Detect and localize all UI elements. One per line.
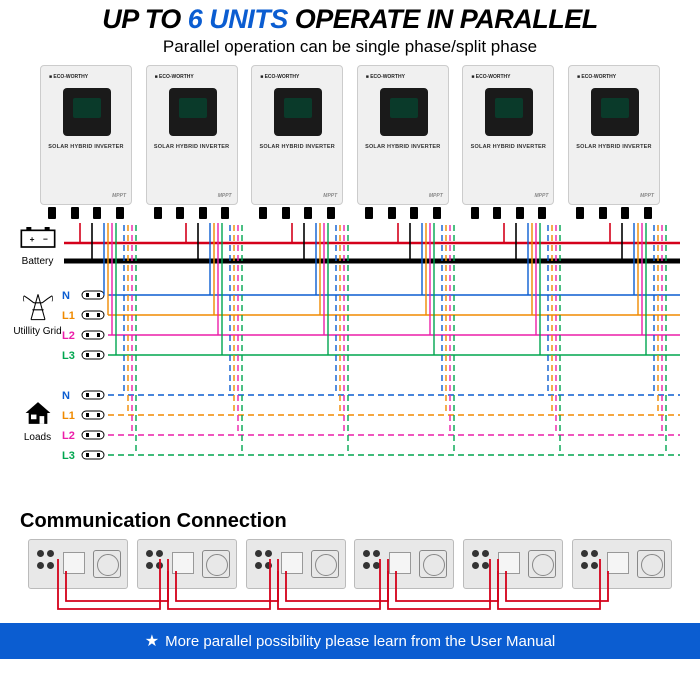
inverter-unit: ■ ECO-WORTHY SOLAR HYBRID INVERTER MPPT [462,65,554,205]
title-post: OPERATE IN PARALLEL [288,4,598,34]
inverter-unit: ■ ECO-WORTHY SOLAR HYBRID INVERTER MPPT [146,65,238,205]
svg-text:L2: L2 [62,330,75,342]
wiring-diagram: +−BatteryUtillity GridLoads NL1L2L3NL1L2… [0,223,700,508]
svg-text:N: N [62,290,70,302]
main-title: UP TO 6 UNITS OPERATE IN PARALLEL [0,4,700,35]
title-pre: UP TO [102,4,188,34]
title-emph: 6 UNITS [188,4,288,34]
svg-text:L1: L1 [62,410,75,422]
svg-text:N: N [62,390,70,402]
svg-text:L1: L1 [62,310,75,322]
star-icon: ★ [145,631,159,651]
inverter-unit: ■ ECO-WORTHY SOLAR HYBRID INVERTER MPPT [357,65,449,205]
svg-text:L2: L2 [62,430,75,442]
inverter-unit: ■ ECO-WORTHY SOLAR HYBRID INVERTER MPPT [568,65,660,205]
footer-text: More parallel possibility please learn f… [165,633,555,650]
inverter-unit: ■ ECO-WORTHY SOLAR HYBRID INVERTER MPPT [40,65,132,205]
subtitle: Parallel operation can be single phase/s… [0,37,700,57]
inverter-row: ■ ECO-WORTHY SOLAR HYBRID INVERTER MPPT … [0,65,700,205]
comm-connection-title: Communication Connection [20,510,700,533]
svg-text:L3: L3 [62,350,75,362]
inverter-unit: ■ ECO-WORTHY SOLAR HYBRID INVERTER MPPT [251,65,343,205]
svg-text:L3: L3 [62,450,75,462]
